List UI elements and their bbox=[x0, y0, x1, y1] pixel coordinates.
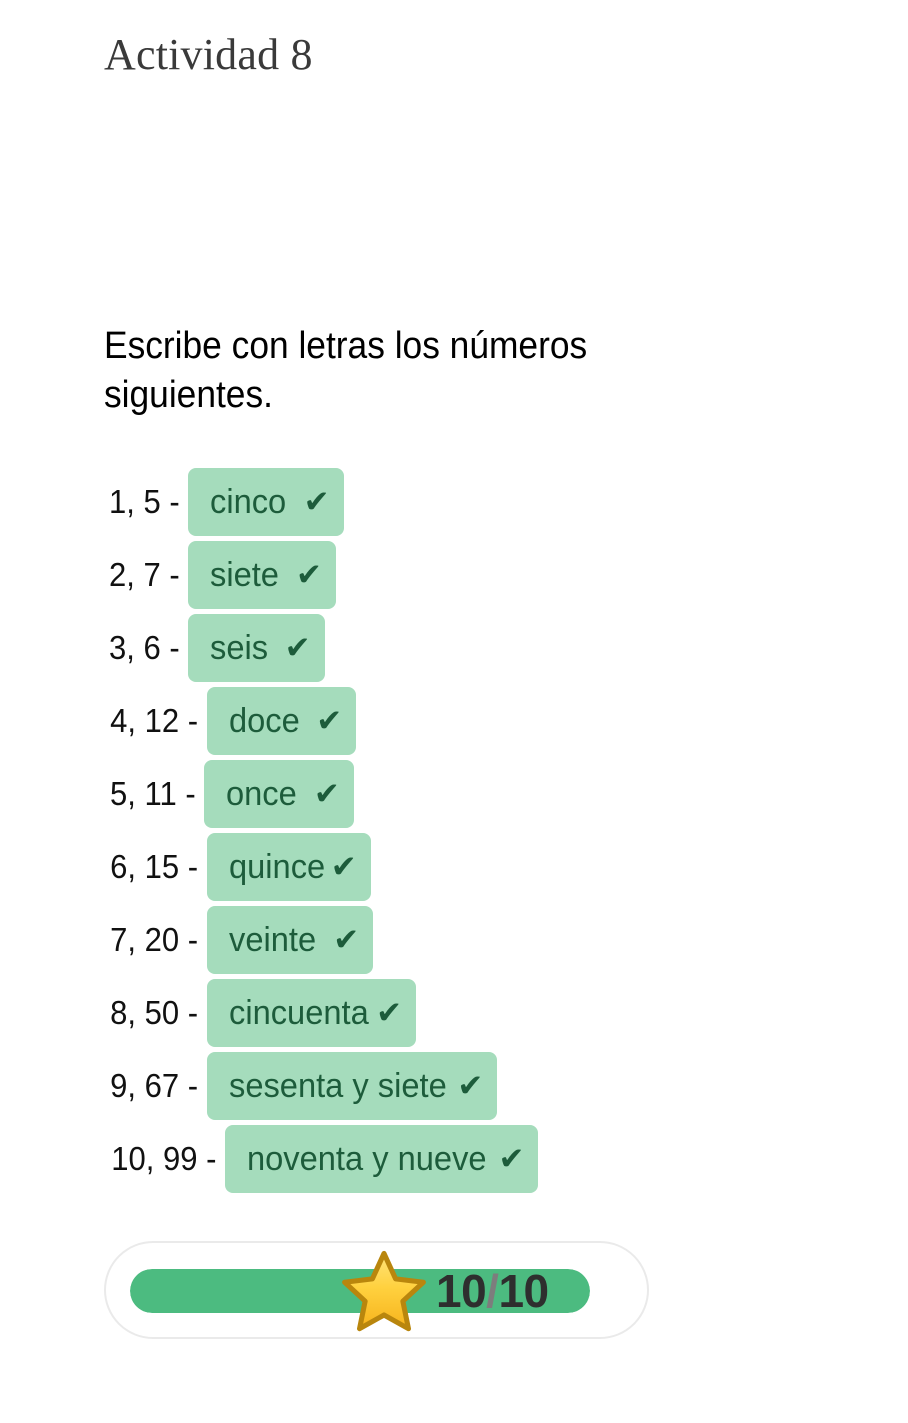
answer-row: 7, 20 - veinte ✔ bbox=[104, 906, 824, 974]
answer-row-label: 6, 15 - bbox=[110, 848, 199, 885]
answer-pill[interactable]: cinco ✔ bbox=[188, 468, 344, 536]
star-icon bbox=[342, 1250, 426, 1332]
answer-pill[interactable]: sesenta y siete ✔ bbox=[206, 1052, 498, 1120]
answer-row-label: 1, 5 - bbox=[109, 483, 180, 520]
answer-row: 5, 11 - once ✔ bbox=[104, 760, 824, 828]
answer-row-label: 3, 6 - bbox=[109, 629, 180, 666]
answer-row-label: 5, 11 - bbox=[110, 775, 196, 812]
score-widget: 10/10 bbox=[104, 1241, 649, 1339]
score-separator: / bbox=[486, 1265, 499, 1317]
answer-row-label: 7, 20 - bbox=[110, 921, 199, 958]
answer-row-label: 2, 7 - bbox=[109, 556, 180, 593]
answer-pill[interactable]: quince ✔ bbox=[206, 833, 371, 901]
question-prompt: Escribe con letras los números siguiente… bbox=[104, 325, 588, 417]
answer-value: quince bbox=[228, 848, 325, 886]
answer-pill[interactable]: once ✔ bbox=[204, 760, 354, 828]
answer-value: veinte bbox=[228, 921, 316, 959]
answer-row: 9, 67 - sesenta y siete ✔ bbox=[104, 1052, 824, 1120]
check-icon: ✔ bbox=[313, 775, 340, 812]
check-icon: ✔ bbox=[330, 848, 357, 885]
answer-pill[interactable]: veinte ✔ bbox=[206, 906, 374, 974]
answer-value: siete bbox=[210, 556, 280, 594]
answer-row-label: 9, 67 - bbox=[110, 1067, 199, 1104]
answer-value: seis bbox=[210, 629, 269, 667]
answer-value: sesenta y siete bbox=[228, 1067, 447, 1105]
check-icon: ✔ bbox=[316, 702, 343, 739]
answer-row: 3, 6 - seis ✔ bbox=[104, 614, 824, 682]
score-text: 10/10 bbox=[436, 1265, 549, 1317]
check-icon: ✔ bbox=[303, 483, 330, 520]
check-icon: ✔ bbox=[457, 1067, 484, 1104]
answer-pill[interactable]: cincuenta ✔ bbox=[206, 979, 417, 1047]
answer-row: 4, 12 - doce ✔ bbox=[104, 687, 824, 755]
score-total: 10 bbox=[498, 1265, 549, 1317]
answer-row-label: 10, 99 - bbox=[111, 1140, 217, 1177]
check-icon: ✔ bbox=[376, 994, 403, 1031]
answer-list: 1, 5 - cinco ✔ 2, 7 - siete ✔ 3, 6 - sei… bbox=[104, 468, 824, 1198]
answer-row-label: 8, 50 - bbox=[110, 994, 199, 1031]
answer-row: 8, 50 - cincuenta ✔ bbox=[104, 979, 824, 1047]
answer-value: cincuenta bbox=[228, 994, 369, 1032]
answer-value: doce bbox=[228, 702, 300, 740]
answer-pill[interactable]: seis ✔ bbox=[188, 614, 325, 682]
answer-row: 6, 15 - quince ✔ bbox=[104, 833, 824, 901]
answer-row-label: 4, 12 - bbox=[110, 702, 199, 739]
page-title: Actividad 8 bbox=[104, 30, 313, 79]
check-icon: ✔ bbox=[498, 1140, 525, 1177]
answer-value: once bbox=[226, 775, 297, 813]
check-icon: ✔ bbox=[296, 556, 323, 593]
answer-row: 10, 99 - noventa y nueve ✔ bbox=[104, 1125, 824, 1193]
check-icon: ✔ bbox=[333, 921, 360, 958]
answer-row: 2, 7 - siete ✔ bbox=[104, 541, 824, 609]
answer-pill[interactable]: doce ✔ bbox=[206, 687, 357, 755]
answer-pill[interactable]: siete ✔ bbox=[188, 541, 337, 609]
check-icon: ✔ bbox=[284, 629, 311, 666]
answer-pill[interactable]: noventa y nueve ✔ bbox=[224, 1125, 539, 1193]
answer-value: cinco bbox=[210, 483, 287, 521]
score-earned: 10 bbox=[436, 1265, 487, 1317]
answer-row: 1, 5 - cinco ✔ bbox=[104, 468, 824, 536]
answer-value: noventa y nueve bbox=[246, 1140, 487, 1178]
